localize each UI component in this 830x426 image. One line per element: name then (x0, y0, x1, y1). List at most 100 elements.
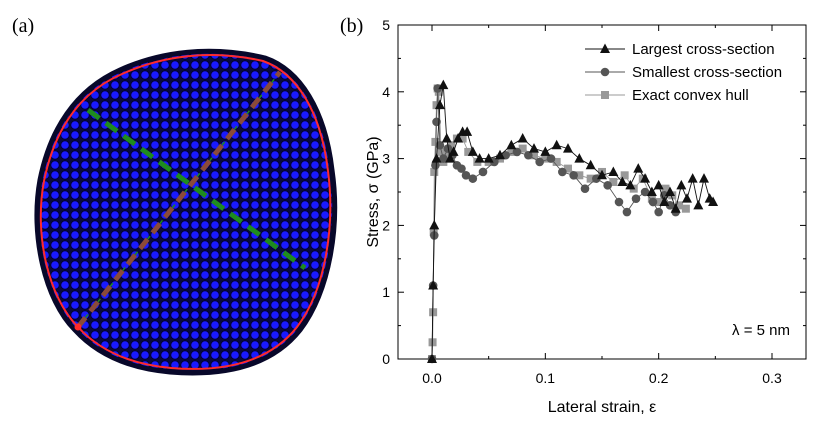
x-tick-labels: 0.0 0.1 0.2 0.3 (422, 370, 782, 386)
series-triangle (427, 79, 719, 363)
data-point (432, 117, 441, 127)
data-point (432, 101, 441, 110)
panel-a-label: (a) (12, 15, 34, 37)
data-point (453, 133, 464, 143)
data-point (580, 184, 590, 193)
data-series (427, 79, 719, 364)
data-point (659, 196, 670, 207)
smallest-cross-section-line (76, 70, 282, 329)
legend-item: Exact convex hull (585, 87, 749, 104)
series-square (428, 84, 690, 363)
data-point (646, 186, 657, 196)
y-tick-label: 3 (382, 151, 390, 167)
y-axis-label: Stress, σ (GPa) (365, 136, 382, 247)
data-point (439, 154, 448, 163)
axis-ticks (398, 24, 806, 360)
particle-cluster (34, 48, 338, 376)
x-tick-label: 0.0 (422, 370, 442, 386)
data-point (442, 151, 451, 160)
data-point (438, 79, 449, 90)
data-point (631, 194, 641, 203)
data-point (682, 193, 692, 203)
data-point (431, 153, 442, 163)
smallest-cross-section-overlay (77, 71, 281, 328)
series-line (431, 88, 677, 360)
data-point (506, 139, 517, 150)
legend-label: Largest cross-section (632, 41, 775, 58)
data-point (428, 280, 439, 290)
data-point (676, 179, 687, 190)
x-tick-label: 0.3 (762, 370, 782, 386)
data-point (708, 196, 719, 207)
data-point (620, 171, 629, 180)
data-point (608, 166, 619, 176)
data-point (461, 171, 471, 180)
data-point (530, 151, 538, 160)
data-point (447, 141, 456, 150)
data-point (535, 157, 544, 167)
data-point (603, 181, 612, 190)
data-point (467, 146, 478, 156)
data-point (457, 164, 466, 173)
panel-b-label: (b) (340, 15, 363, 37)
data-point (462, 126, 473, 136)
data-point (427, 353, 437, 363)
data-point (648, 197, 658, 207)
data-point (483, 153, 494, 163)
x-axis-label: Lateral strain, ε (548, 399, 657, 416)
data-point (617, 176, 628, 186)
data-point (507, 147, 516, 156)
y-tick-label: 5 (382, 17, 390, 33)
data-point (640, 187, 650, 197)
data-point (569, 171, 578, 180)
data-point (552, 157, 561, 166)
hull-vertex-dot (74, 323, 82, 331)
legend-item: Largest cross-section (585, 41, 775, 58)
data-point (478, 167, 488, 177)
data-point (540, 146, 551, 156)
data-point (445, 153, 456, 163)
data-point (558, 167, 567, 177)
lambda-annotation: λ = 5 nm (732, 322, 790, 339)
data-point (699, 173, 709, 183)
data-point (563, 143, 573, 153)
data-point (541, 154, 550, 163)
data-point (681, 204, 690, 213)
data-point (495, 149, 505, 160)
data-point (654, 198, 663, 207)
data-point (633, 163, 644, 173)
data-point (614, 197, 624, 207)
data-point (597, 169, 607, 180)
data-point (625, 179, 636, 190)
data-point (575, 171, 584, 180)
series-circle (427, 84, 680, 364)
legend-marker (600, 67, 610, 77)
legend-marker (600, 43, 610, 53)
data-point (661, 184, 670, 193)
data-point (468, 174, 478, 183)
data-point (586, 174, 595, 183)
y-tick-label: 4 (382, 84, 390, 100)
data-point (431, 160, 440, 170)
data-point (464, 147, 473, 156)
data-point (609, 177, 618, 186)
data-point (517, 133, 528, 143)
data-point (640, 173, 651, 183)
data-point (564, 164, 572, 173)
y-tick-labels: 0 1 2 3 4 5 (382, 17, 390, 367)
data-point (654, 207, 663, 217)
x-tick-label: 0.2 (649, 370, 669, 386)
y-tick-label: 1 (382, 284, 390, 300)
legend-marker (601, 91, 609, 99)
largest-cross-section-line (86, 107, 307, 271)
data-point (524, 150, 533, 160)
data-point (693, 199, 704, 210)
legend-label: Exact convex hull (632, 87, 749, 104)
data-point (430, 167, 439, 176)
data-point (585, 159, 596, 170)
legend: Largest cross-section Smallest cross-sect… (585, 41, 782, 104)
data-point (574, 153, 585, 163)
data-point (546, 154, 556, 163)
data-point (670, 203, 681, 213)
